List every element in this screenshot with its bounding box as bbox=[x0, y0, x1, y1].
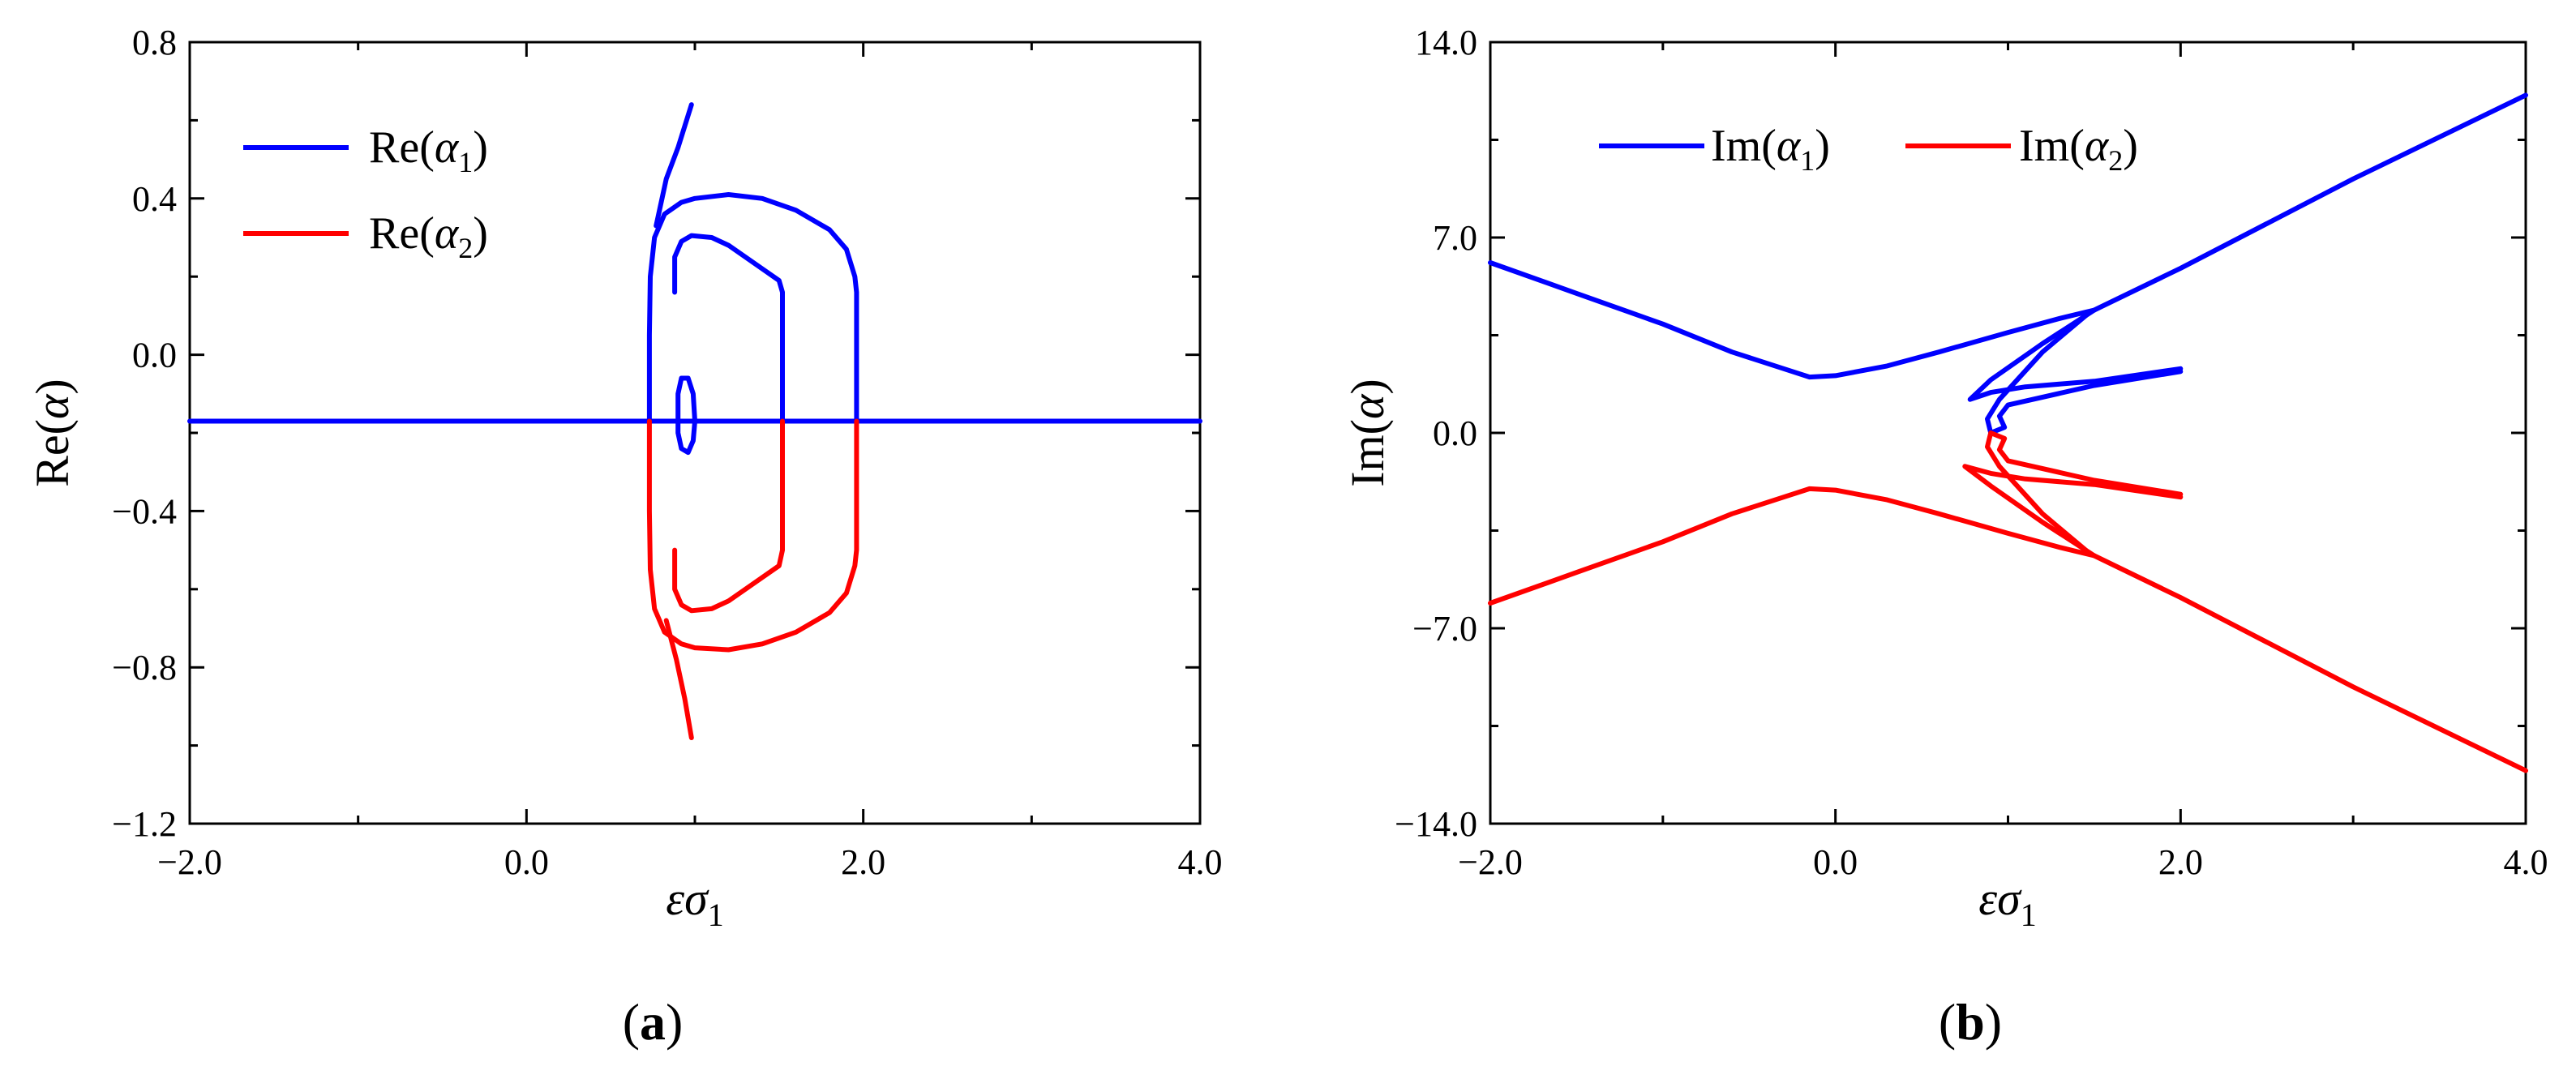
y-tick-label: 0.0 bbox=[132, 336, 177, 375]
panel-a-chart: −2.0 0.0 2.0 4.0 0.8 0.4 0.0 −0.4 −0.8 −1.2 Re(α… bbox=[26, 23, 1223, 1051]
panel-b-legend: Im(α1) Im(α2) bbox=[1599, 121, 2138, 177]
series-blue-segment-4 bbox=[675, 375, 697, 456]
panel-a-ticks bbox=[188, 41, 1202, 825]
series-red-segment-2 bbox=[1985, 430, 2184, 553]
panel-a-series bbox=[187, 102, 1202, 740]
series-blue-segment-0 bbox=[1488, 92, 2528, 380]
legend-re2-label: Re(α2) bbox=[369, 208, 488, 264]
x-tick-label: 4.0 bbox=[2504, 842, 2548, 882]
panel-b-ticks bbox=[1489, 41, 2527, 825]
series-blue-segment-2 bbox=[1985, 313, 2184, 435]
series-blue-segment-1 bbox=[646, 192, 859, 424]
y-tick-label: 14.0 bbox=[1415, 23, 1477, 62]
panel-a-x-tick-labels: −2.0 0.0 2.0 4.0 bbox=[157, 842, 1222, 882]
series-red-segment-1 bbox=[672, 418, 785, 614]
panel-b-label: (b) bbox=[1939, 993, 2002, 1051]
series-blue-segment-3 bbox=[654, 102, 694, 229]
panel-b-y-tick-labels: 14.0 7.0 0.0 −7.0 −14.0 bbox=[1395, 23, 1477, 844]
series-red-segment-0 bbox=[1488, 486, 2528, 773]
y-tick-label: −0.4 bbox=[112, 491, 177, 531]
legend-re1-label: Re(α1) bbox=[369, 122, 488, 178]
y-tick-label: −14.0 bbox=[1395, 804, 1477, 844]
x-tick-label: 2.0 bbox=[841, 842, 885, 882]
series-blue-segment-1 bbox=[1967, 307, 2184, 402]
legend-im1-label: Im(α1) bbox=[1711, 121, 1830, 177]
panel-b-y-axis-title: Im(α) bbox=[1341, 379, 1394, 487]
panel-a-y-tick-labels: 0.8 0.4 0.0 −0.4 −0.8 −1.2 bbox=[112, 23, 177, 844]
series-red-segment-2 bbox=[663, 618, 694, 740]
panel-b-plot-frame bbox=[1489, 41, 2527, 825]
x-tick-label: −2.0 bbox=[157, 842, 222, 882]
panel-a-y-axis-title: Re(α) bbox=[26, 379, 79, 487]
panel-b-x-axis-title: εσ1 bbox=[1978, 872, 2036, 933]
y-tick-label: 0.8 bbox=[132, 23, 177, 62]
panel-a-label: (a) bbox=[623, 993, 684, 1051]
y-tick-label: 0.0 bbox=[1433, 413, 1477, 453]
series-blue-segment-2 bbox=[672, 233, 785, 424]
x-tick-label: −2.0 bbox=[1458, 842, 1523, 882]
y-tick-label: −7.0 bbox=[1412, 609, 1477, 649]
y-tick-label: −0.8 bbox=[112, 648, 177, 687]
y-tick-label: −1.2 bbox=[112, 804, 177, 844]
y-tick-label: 0.4 bbox=[132, 179, 177, 219]
y-tick-label: 7.0 bbox=[1433, 218, 1477, 258]
panel-b-chart: −2.0 0.0 2.0 4.0 14.0 7.0 0.0 −7.0 −14.0 Im(α1)… bbox=[1341, 23, 2548, 1051]
legend-im2-label: Im(α2) bbox=[2019, 121, 2138, 177]
x-tick-label: 0.0 bbox=[504, 842, 549, 882]
series-red-segment-1 bbox=[1962, 464, 2184, 559]
x-tick-label: 2.0 bbox=[2158, 842, 2203, 882]
x-tick-label: 0.0 bbox=[1813, 842, 1858, 882]
panel-b-series bbox=[1488, 92, 2528, 773]
x-tick-label: 4.0 bbox=[1178, 842, 1223, 882]
series-red-segment-0 bbox=[646, 418, 859, 653]
panel-a-legend: Re(α1) Re(α2) bbox=[243, 122, 488, 264]
panel-b-x-tick-labels: −2.0 0.0 2.0 4.0 bbox=[1458, 842, 2548, 882]
panel-a-x-axis-title: εσ1 bbox=[666, 872, 723, 933]
